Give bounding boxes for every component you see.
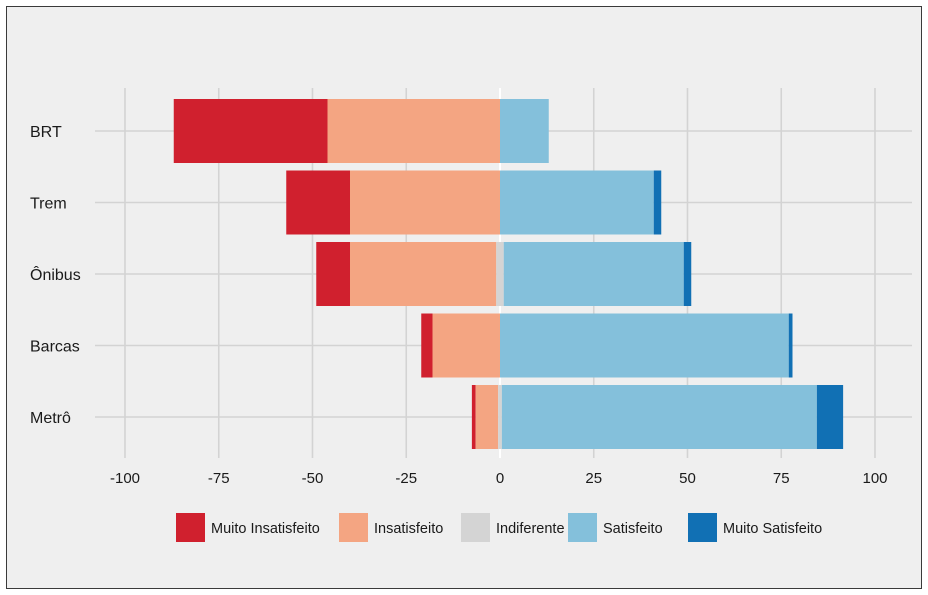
x-tick-label-100: 100 <box>862 470 887 487</box>
y-label-onibus: Ônibus <box>30 265 81 284</box>
legend-swatch-indiferente <box>461 513 490 542</box>
bar-metro-muito-insatisfeito <box>471 385 476 449</box>
legend-label-satisfeito: Satisfeito <box>603 521 663 537</box>
bar-metro-insatisfeito <box>475 385 499 449</box>
x-tick-label--100: -100 <box>110 470 140 487</box>
bar-barcas-muito-satisfeito <box>788 313 793 378</box>
legend-label-muito-satisfeito: Muito Satisfeito <box>723 521 822 537</box>
legend-label-indiferente: Indiferente <box>496 521 565 537</box>
bars <box>173 99 844 449</box>
bar-brt-satisfeito <box>500 99 549 163</box>
bar-trem-muito-satisfeito <box>653 170 662 235</box>
bar-brt-insatisfeito <box>327 99 500 163</box>
legend-label-insatisfeito: Insatisfeito <box>374 521 443 537</box>
x-tick-label-50: 50 <box>679 470 696 487</box>
bar-trem-muito-insatisfeito <box>286 170 350 235</box>
x-tick-label-25: 25 <box>585 470 602 487</box>
bar-onibus-muito-insatisfeito <box>316 242 350 306</box>
bar-barcas-insatisfeito <box>432 313 500 378</box>
bar-metro-indiferente <box>498 385 502 449</box>
bar-onibus-muito-satisfeito <box>683 242 692 306</box>
y-label-barcas: Barcas <box>30 339 80 356</box>
bar-brt-muito-insatisfeito <box>173 99 328 163</box>
bar-trem-insatisfeito <box>350 170 500 235</box>
x-tick-label--75: -75 <box>208 470 230 487</box>
legend-swatch-insatisfeito <box>339 513 368 542</box>
bar-metro-muito-satisfeito <box>816 385 844 449</box>
bar-barcas-satisfeito <box>500 313 789 378</box>
x-tick-label--50: -50 <box>302 470 324 487</box>
x-tick-label-75: 75 <box>773 470 790 487</box>
y-axis-labels: BRT Trem Ônibus Barcas Metrô <box>30 124 81 427</box>
bar-trem-satisfeito <box>500 170 654 235</box>
bar-metro-satisfeito <box>501 385 817 449</box>
bar-onibus-insatisfeito <box>350 242 497 306</box>
legend: Muito Insatisfeito Insatisfeito Indiferent… <box>176 513 822 542</box>
x-axis-labels: -100 -75 -50 -25 0 25 50 75 100 <box>110 470 888 487</box>
y-label-trem: Trem <box>30 196 67 213</box>
x-tick-label-0: 0 <box>496 470 504 487</box>
y-label-brt: BRT <box>30 124 62 141</box>
bar-onibus-satisfeito <box>503 242 684 306</box>
bar-onibus-indiferente <box>496 242 504 306</box>
legend-swatch-satisfeito <box>568 513 597 542</box>
bar-barcas-muito-insatisfeito <box>421 313 433 378</box>
y-label-metro: Metrô <box>30 410 71 427</box>
legend-swatch-muito-insatisfeito <box>176 513 205 542</box>
legend-label-muito-insatisfeito: Muito Insatisfeito <box>211 521 320 537</box>
legend-swatch-muito-satisfeito <box>688 513 717 542</box>
x-tick-label--25: -25 <box>395 470 417 487</box>
